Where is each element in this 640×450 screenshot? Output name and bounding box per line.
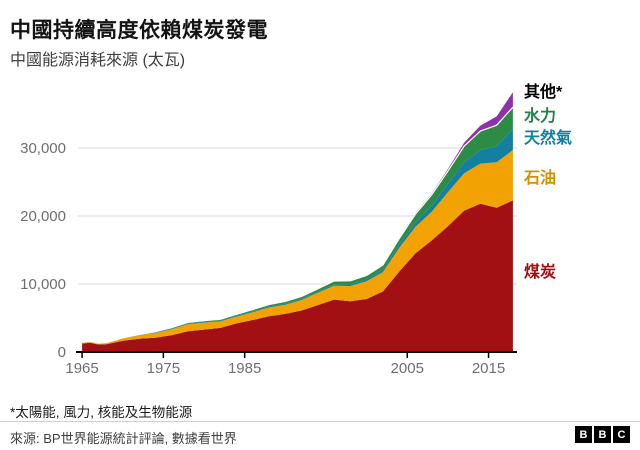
legend-gas: 天然氣	[524, 130, 573, 147]
chart-subtitle: 中國能源消耗來源 (太瓦)	[10, 52, 186, 69]
legend-other: 其他*	[524, 84, 563, 101]
bbc-logo-block: B	[594, 426, 611, 443]
footer-divider	[0, 421, 640, 422]
legend-coal: 煤炭	[524, 264, 557, 281]
source-text: 來源: BP世界能源統計評論, 數據看世界	[10, 431, 237, 446]
x-tick-label: 1975	[146, 360, 181, 377]
area-series-2	[82, 129, 513, 344]
bbc-logo-block: B	[575, 426, 592, 443]
bbc-logo-block: C	[613, 426, 630, 443]
area-series-1	[82, 150, 513, 345]
y-tick-label: 10,000	[20, 276, 66, 293]
y-tick-label: 20,000	[20, 208, 66, 225]
x-tick-label: 2015	[471, 360, 506, 377]
y-tick-label: 30,000	[20, 140, 66, 157]
page-title: 中國持續高度依賴煤炭發電	[10, 19, 268, 42]
legend-oil: 石油	[524, 170, 557, 187]
bbc-logo: B B C	[575, 426, 630, 443]
x-tick-label: 1965	[65, 360, 99, 377]
band-divider	[82, 106, 514, 344]
x-tick-label: 1985	[227, 360, 262, 377]
x-tick-label: 2005	[390, 360, 424, 377]
chart-footnote: *太陽能, 風力, 核能及生物能源	[10, 405, 193, 420]
area-series-0	[82, 200, 513, 352]
y-tick-label: 0	[57, 344, 66, 361]
legend-hydro: 水力	[524, 108, 557, 125]
